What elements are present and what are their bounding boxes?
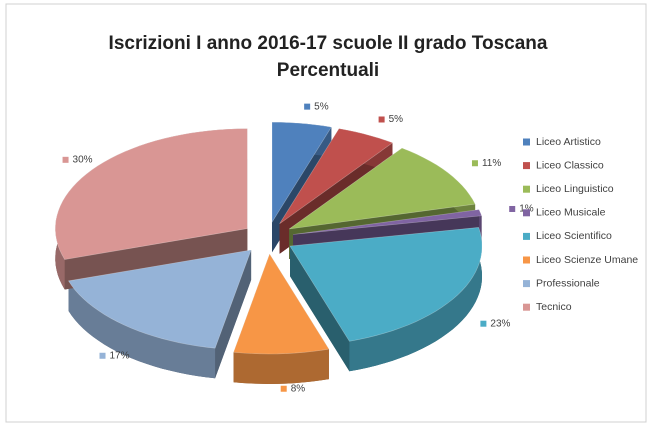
- legend-swatch: [523, 162, 530, 170]
- slice-side: [290, 246, 350, 372]
- label-marker: [378, 116, 385, 123]
- legend-label: Liceo Musicale: [536, 207, 606, 219]
- data-label: 1%: [519, 204, 534, 215]
- slice: [271, 121, 332, 224]
- label-marker: [280, 385, 287, 392]
- slice: [289, 147, 476, 230]
- legend-swatch: [523, 256, 530, 264]
- legend-label: Liceo Scientifico: [536, 230, 612, 242]
- label-marker: [99, 352, 106, 359]
- legend: Liceo Artistico Liceo Classico Liceo Lingu…: [523, 136, 638, 313]
- data-label: 11%: [482, 158, 501, 169]
- legend-swatch: [523, 280, 530, 288]
- data-label: 5%: [314, 101, 329, 112]
- slice: [233, 253, 330, 355]
- legend-label: Liceo Classico: [536, 159, 604, 171]
- label-marker: [509, 205, 516, 212]
- slice: [289, 227, 483, 342]
- legend-swatch: [523, 185, 530, 193]
- slice-side: [215, 250, 252, 379]
- chart-title: Iscrizioni I anno 2016-17 scuole II grad…: [109, 33, 548, 54]
- pie-tops: [54, 121, 483, 355]
- slice-side: [349, 227, 482, 372]
- data-label: 8%: [291, 383, 306, 394]
- legend-swatch: [523, 209, 530, 217]
- legend-label: Tecnico: [536, 301, 572, 313]
- legend-label: Liceo Scienze Umane: [536, 254, 638, 266]
- label-marker: [471, 160, 478, 167]
- legend-label: Professionale: [536, 277, 600, 289]
- legend-swatch: [523, 232, 530, 240]
- slice: [54, 128, 248, 260]
- label-marker: [304, 103, 311, 110]
- data-label: 23%: [490, 318, 510, 329]
- data-label: 30%: [73, 154, 93, 165]
- label-marker: [62, 156, 69, 163]
- slice: [67, 249, 252, 349]
- slice-side: [233, 349, 329, 384]
- legend-swatch: [523, 303, 530, 311]
- data-label: 5%: [389, 114, 404, 125]
- legend-label: Liceo Linguistico: [536, 183, 614, 195]
- slice-side: [68, 280, 216, 379]
- label-marker: [480, 320, 487, 327]
- data-label: 17%: [110, 350, 130, 361]
- chart-subtitle: Percentuali: [277, 60, 379, 81]
- slice: [279, 128, 394, 224]
- slice: [292, 209, 483, 235]
- legend-label: Liceo Artistico: [536, 136, 601, 148]
- data-labels: 5% 5% 11% 1% 23% 8% 17% 30%: [62, 101, 534, 394]
- legend-swatch: [523, 138, 530, 146]
